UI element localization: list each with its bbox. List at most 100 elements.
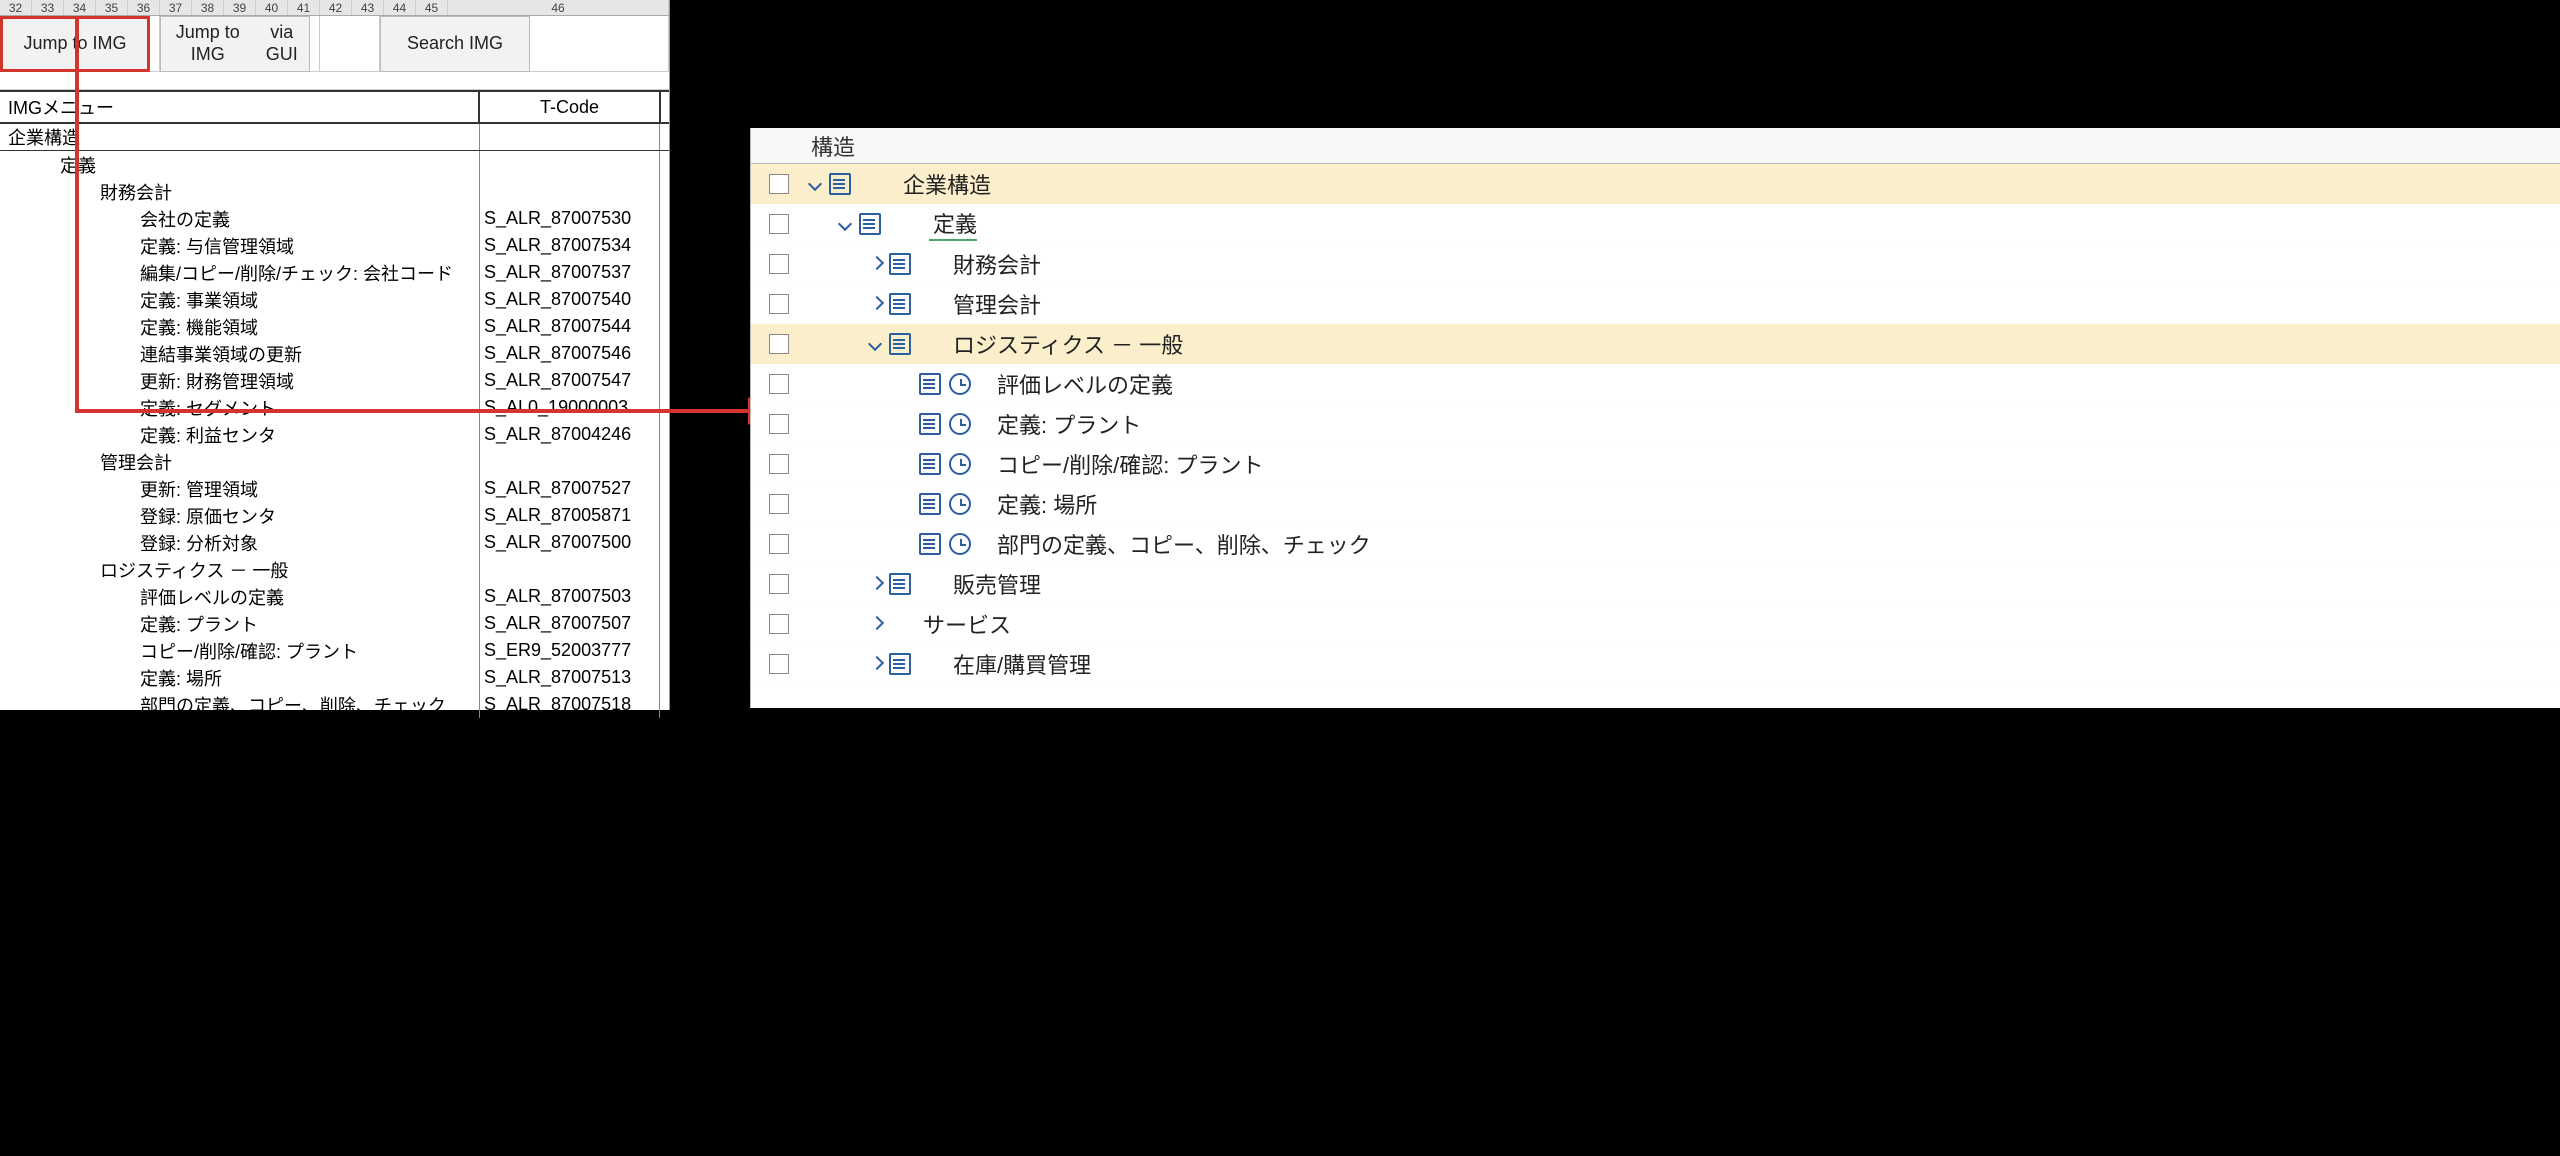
execute-icon[interactable] bbox=[949, 453, 971, 475]
tree-indent: 定義: プラント bbox=[807, 408, 1141, 440]
tree-node[interactable]: サービス bbox=[751, 604, 2560, 644]
row-menu-cell: 定義: 利益センタ bbox=[0, 421, 480, 448]
chevron-right-icon[interactable] bbox=[867, 615, 885, 633]
table-row[interactable]: 更新: 管理領域S_ALR_87007527 bbox=[0, 475, 669, 502]
tree-checkbox[interactable] bbox=[769, 574, 789, 594]
tree-checkbox[interactable] bbox=[769, 174, 789, 194]
row-menu-cell: 定義: プラント bbox=[0, 610, 480, 637]
tree-node[interactable]: ロジスティクス － 一般 bbox=[751, 324, 2560, 364]
execute-icon[interactable] bbox=[949, 413, 971, 435]
table-row[interactable]: 定義: 与信管理領域S_ALR_87007534 bbox=[0, 232, 669, 259]
tree-node-label: 財務会計 bbox=[949, 248, 1041, 280]
ruler-col: 36 bbox=[128, 0, 160, 15]
img-activity-icon[interactable] bbox=[919, 453, 941, 475]
img-activity-icon[interactable] bbox=[859, 213, 881, 235]
tree-node[interactable]: 部門の定義、コピー、削除、チェック bbox=[751, 524, 2560, 564]
tree-checkbox[interactable] bbox=[769, 654, 789, 674]
tree-node[interactable]: コピー/削除/確認: プラント bbox=[751, 444, 2560, 484]
table-row[interactable]: 定義: 場所S_ALR_87007513 bbox=[0, 664, 669, 691]
row-tail bbox=[659, 448, 669, 475]
chevron-right-icon[interactable] bbox=[867, 575, 885, 593]
row-menu-cell: 更新: 管理領域 bbox=[0, 475, 480, 502]
tree-node-label: 定義: プラント bbox=[993, 408, 1141, 440]
chevron-down-icon[interactable] bbox=[807, 175, 825, 193]
row-menu-cell: 更新: 財務管理領域 bbox=[0, 367, 480, 394]
table-row[interactable]: 定義: プラントS_ALR_87007507 bbox=[0, 610, 669, 637]
chevron-right-icon[interactable] bbox=[867, 255, 885, 273]
table-row[interactable]: 管理会計 bbox=[0, 448, 669, 475]
chevron-down-icon[interactable] bbox=[867, 335, 885, 353]
chevron-down-icon[interactable] bbox=[837, 215, 855, 233]
img-activity-icon[interactable] bbox=[919, 533, 941, 555]
ruler-col: 39 bbox=[224, 0, 256, 15]
table-row[interactable]: 部門の定義、コピー、削除、チェックS_ALR_87007518 bbox=[0, 691, 669, 718]
tree-indent: 管理会計 bbox=[807, 288, 1041, 320]
tree-node[interactable]: 在庫/購買管理 bbox=[751, 644, 2560, 684]
tree-checkbox[interactable] bbox=[769, 614, 789, 634]
execute-icon[interactable] bbox=[949, 493, 971, 515]
chevron-right-icon[interactable] bbox=[867, 655, 885, 673]
tree-indent: 財務会計 bbox=[807, 248, 1041, 280]
tree-node[interactable]: 管理会計 bbox=[751, 284, 2560, 324]
tree-node[interactable]: 企業構造 bbox=[751, 164, 2560, 204]
tree-checkbox[interactable] bbox=[769, 294, 789, 314]
row-tcode-cell bbox=[480, 151, 659, 178]
tree-checkbox[interactable] bbox=[769, 334, 789, 354]
row-tail bbox=[659, 151, 669, 178]
img-activity-icon[interactable] bbox=[919, 493, 941, 515]
tree-checkbox[interactable] bbox=[769, 494, 789, 514]
tree-node[interactable]: 評価レベルの定義 bbox=[751, 364, 2560, 404]
img-activity-icon[interactable] bbox=[889, 293, 911, 315]
table-row[interactable]: 財務会計 bbox=[0, 178, 669, 205]
row-tcode-cell: S_ALR_87007503 bbox=[480, 583, 659, 610]
tree-node[interactable]: 定義: プラント bbox=[751, 404, 2560, 444]
execute-icon[interactable] bbox=[949, 373, 971, 395]
tree-checkbox[interactable] bbox=[769, 254, 789, 274]
table-row[interactable]: 編集/コピー/削除/チェック: 会社コードS_ALR_87007537 bbox=[0, 259, 669, 286]
ruler-col: 41 bbox=[288, 0, 320, 15]
table-row[interactable]: 定義: セグメントS_AL0_19000003 bbox=[0, 394, 669, 421]
table-row[interactable]: ロジスティクス － 一般 bbox=[0, 556, 669, 583]
img-activity-icon[interactable] bbox=[919, 373, 941, 395]
img-activity-icon[interactable] bbox=[889, 573, 911, 595]
table-row[interactable]: 定義: 利益センタS_ALR_87004246 bbox=[0, 421, 669, 448]
row-tcode-cell: S_AL0_19000003 bbox=[480, 394, 659, 421]
img-activity-icon[interactable] bbox=[889, 653, 911, 675]
table-row[interactable]: コピー/削除/確認: プラントS_ER9_52003777 bbox=[0, 637, 669, 664]
table-row[interactable]: 企業構造 bbox=[0, 124, 669, 151]
tree-node[interactable]: 定義: 場所 bbox=[751, 484, 2560, 524]
img-activity-icon[interactable] bbox=[889, 253, 911, 275]
tree-node[interactable]: 販売管理 bbox=[751, 564, 2560, 604]
ruler-col: 35 bbox=[96, 0, 128, 15]
img-activity-icon[interactable] bbox=[829, 173, 851, 195]
img-activity-icon[interactable] bbox=[889, 333, 911, 355]
tree-checkbox[interactable] bbox=[769, 214, 789, 234]
tree-node[interactable]: 定義 bbox=[751, 204, 2560, 244]
table-row[interactable]: 定義: 機能領域S_ALR_87007544 bbox=[0, 313, 669, 340]
table-row[interactable]: 連結事業領域の更新S_ALR_87007546 bbox=[0, 340, 669, 367]
search-img-button[interactable]: Search IMG bbox=[380, 16, 530, 72]
table-row[interactable]: 会社の定義S_ALR_87007530 bbox=[0, 205, 669, 232]
table-row[interactable]: 定義 bbox=[0, 151, 669, 178]
tree-checkbox[interactable] bbox=[769, 374, 789, 394]
row-menu-cell: 定義: 与信管理領域 bbox=[0, 232, 480, 259]
row-tcode-cell bbox=[480, 556, 659, 583]
tree-node-label: 部門の定義、コピー、削除、チェック bbox=[993, 528, 1371, 560]
tree-node[interactable]: 財務会計 bbox=[751, 244, 2560, 284]
sap-header: 構造 bbox=[751, 128, 2560, 164]
row-menu-cell: 連結事業領域の更新 bbox=[0, 340, 480, 367]
ruler-col: 38 bbox=[192, 0, 224, 15]
row-tail bbox=[659, 232, 669, 259]
tree-checkbox[interactable] bbox=[769, 454, 789, 474]
table-row[interactable]: 登録: 分析対象S_ALR_87007500 bbox=[0, 529, 669, 556]
jump-to-img-via-gui-button[interactable]: Jump to IMGvia GUI bbox=[160, 16, 310, 72]
chevron-right-icon[interactable] bbox=[867, 295, 885, 313]
tree-checkbox[interactable] bbox=[769, 414, 789, 434]
tree-checkbox[interactable] bbox=[769, 534, 789, 554]
table-row[interactable]: 登録: 原価センタS_ALR_87005871 bbox=[0, 502, 669, 529]
img-activity-icon[interactable] bbox=[919, 413, 941, 435]
table-row[interactable]: 定義: 事業領域S_ALR_87007540 bbox=[0, 286, 669, 313]
table-row[interactable]: 更新: 財務管理領域S_ALR_87007547 bbox=[0, 367, 669, 394]
table-row[interactable]: 評価レベルの定義S_ALR_87007503 bbox=[0, 583, 669, 610]
execute-icon[interactable] bbox=[949, 533, 971, 555]
